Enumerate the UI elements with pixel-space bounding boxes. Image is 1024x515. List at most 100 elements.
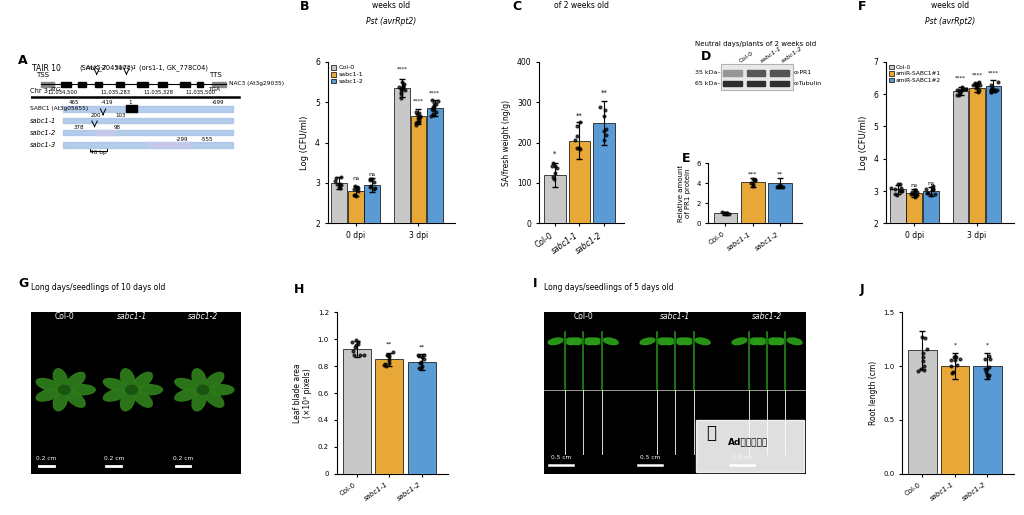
Point: [409, 110, 425, 118]
Point: [978, 371, 994, 379]
Ellipse shape: [191, 369, 206, 389]
Point: [951, 86, 968, 94]
Bar: [408, 362, 436, 474]
Point: [327, 177, 343, 185]
Text: 11,035,500: 11,035,500: [185, 90, 216, 95]
Point: [983, 86, 999, 94]
Bar: [332, 183, 347, 224]
Point: [742, 178, 759, 186]
Point: [918, 184, 934, 193]
Point: [414, 362, 430, 370]
Point: [367, 184, 383, 193]
Point: [332, 180, 348, 188]
Bar: [770, 70, 788, 76]
Point: [968, 81, 984, 89]
Point: [981, 363, 997, 371]
Point: [986, 86, 1002, 94]
Text: 46 bp: 46 bp: [90, 150, 108, 155]
Bar: [394, 88, 410, 224]
Point: [350, 338, 367, 346]
Point: [409, 108, 425, 116]
Point: [969, 83, 985, 91]
Point: [969, 82, 985, 90]
Point: [944, 368, 961, 376]
Text: -299: -299: [175, 137, 187, 142]
Point: [716, 209, 732, 217]
Bar: [348, 191, 364, 224]
Point: [426, 99, 442, 107]
Point: [546, 175, 562, 183]
Text: ****: ****: [413, 99, 424, 104]
Point: [971, 78, 987, 87]
Ellipse shape: [175, 379, 200, 391]
Point: [411, 109, 427, 117]
Point: [598, 131, 614, 140]
Text: A: A: [18, 54, 28, 67]
Text: 0.5 cm: 0.5 cm: [732, 455, 753, 460]
Point: [986, 87, 1002, 95]
Point: [592, 102, 608, 111]
Point: [394, 78, 411, 87]
Bar: [768, 183, 792, 224]
Ellipse shape: [175, 388, 200, 401]
Circle shape: [58, 385, 71, 394]
Point: [984, 85, 1000, 93]
Point: [893, 187, 909, 195]
Ellipse shape: [658, 338, 674, 345]
Text: -555: -555: [201, 137, 213, 142]
Text: ****: ****: [988, 70, 998, 75]
Bar: [411, 116, 426, 224]
Bar: [62, 106, 232, 112]
Point: [985, 85, 1001, 93]
Bar: [41, 82, 54, 87]
Text: **: **: [601, 90, 607, 96]
Point: [718, 210, 734, 218]
Point: [362, 182, 379, 190]
Point: [571, 144, 588, 152]
Y-axis label: Root length (cm): Root length (cm): [868, 361, 878, 425]
Point: [905, 190, 922, 198]
Point: [949, 361, 966, 369]
Ellipse shape: [640, 338, 655, 345]
Ellipse shape: [36, 388, 60, 401]
Point: [892, 187, 908, 195]
Bar: [985, 86, 1001, 224]
Bar: [696, 420, 804, 472]
Ellipse shape: [695, 338, 710, 345]
Y-axis label: SA/fresh weight (ng/g): SA/fresh weight (ng/g): [503, 99, 511, 185]
Text: Neutral days/plants of 4
weeks old: Neutral days/plants of 4 weeks old: [903, 0, 996, 10]
Point: [349, 187, 366, 196]
Point: [348, 341, 365, 349]
Point: [362, 175, 379, 183]
Text: sabc1-1: sabc1-1: [760, 45, 782, 64]
Point: [410, 114, 426, 123]
Point: [718, 209, 734, 217]
Point: [347, 342, 364, 351]
Text: 0.5 cm: 0.5 cm: [551, 455, 571, 460]
Bar: [723, 81, 742, 86]
Text: 35 kDa–: 35 kDa–: [695, 70, 721, 75]
Text: I: I: [534, 277, 538, 289]
Text: 378: 378: [74, 125, 84, 130]
Point: [329, 174, 345, 182]
Point: [968, 83, 984, 92]
Point: [948, 353, 965, 362]
Point: [412, 112, 428, 121]
Point: [957, 84, 974, 93]
Bar: [770, 81, 788, 86]
Point: [364, 175, 380, 183]
Point: [924, 183, 940, 191]
Ellipse shape: [585, 338, 600, 345]
Point: [984, 84, 1000, 92]
Text: ****: ****: [972, 72, 982, 77]
Text: 103: 103: [116, 113, 126, 117]
Legend: Col-0, amiR-SABC1#1, amiR-SABC1#2: Col-0, amiR-SABC1#1, amiR-SABC1#2: [889, 65, 941, 83]
Point: [914, 333, 931, 341]
Point: [394, 84, 411, 93]
Point: [331, 183, 347, 191]
Text: NAC3 (At3g29035): NAC3 (At3g29035): [228, 81, 284, 86]
Text: Long days/seedlings of 10 days old: Long days/seedlings of 10 days old: [31, 283, 165, 292]
Y-axis label: Log (CFU/ml): Log (CFU/ml): [300, 115, 309, 170]
Point: [983, 80, 999, 89]
Point: [953, 83, 970, 91]
